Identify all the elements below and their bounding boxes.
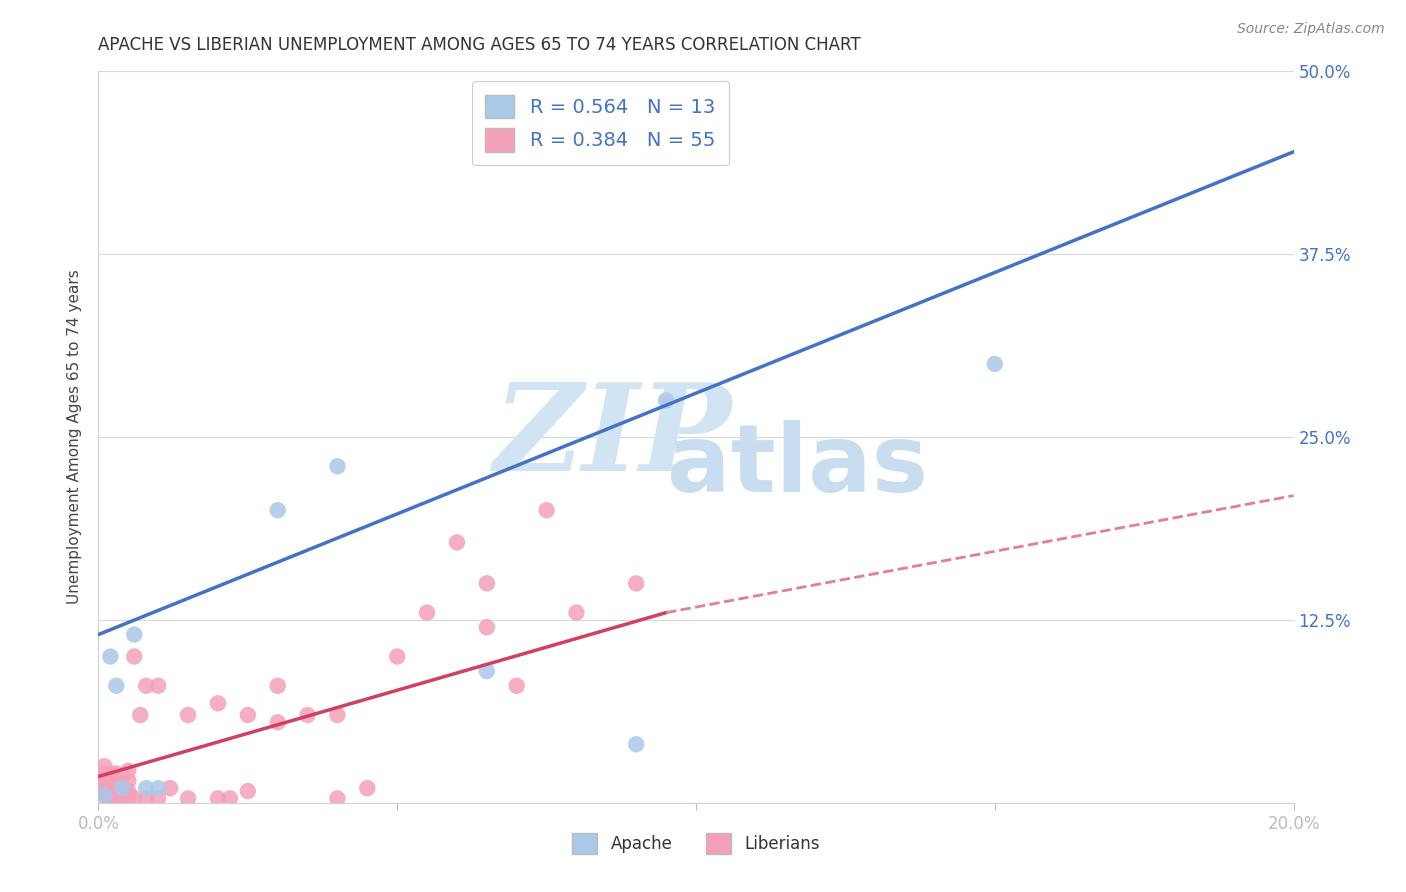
Point [117,784,139,798]
Legend: Apache, Liberians: Apache, Liberians [565,827,827,860]
Point [326,791,349,805]
Point [135,781,157,796]
Point [93,789,115,803]
Point [475,620,498,634]
Point [117,789,139,803]
Point [626,576,648,591]
Y-axis label: Unemployment Among Ages 65 to 74 years: Unemployment Among Ages 65 to 74 years [66,269,82,605]
Text: APACHE VS LIBERIAN UNEMPLOYMENT AMONG AGES 65 TO 74 YEARS CORRELATION CHART: APACHE VS LIBERIAN UNEMPLOYMENT AMONG AG… [98,36,860,54]
Point [98,781,122,796]
Point [236,784,259,798]
Point [536,503,558,517]
Point [177,791,200,805]
Point [385,649,409,664]
Point [207,696,229,710]
Point [98,791,122,805]
Point [98,787,122,801]
Point [93,789,115,803]
Point [148,791,170,805]
Point [267,679,290,693]
Point [98,649,122,664]
Point [93,773,115,788]
Point [207,791,229,805]
Point [93,766,115,780]
Point [105,793,128,807]
Point [124,791,146,805]
Point [111,791,134,805]
Point [117,793,139,807]
Point [159,781,181,796]
Point [655,393,678,408]
Text: Source: ZipAtlas.com: Source: ZipAtlas.com [1237,22,1385,37]
Point [475,576,498,591]
Point [565,606,588,620]
Point [117,773,139,788]
Point [93,759,115,773]
Point [148,781,170,796]
Point [124,649,146,664]
Point [93,786,115,800]
Point [135,679,157,693]
Point [93,781,115,796]
Point [326,459,349,474]
Point [626,737,648,751]
Point [297,708,319,723]
Point [326,708,349,723]
Point [267,503,290,517]
Point [236,708,259,723]
Point [111,781,134,796]
Point [117,764,139,778]
Point [475,664,498,678]
Point [267,715,290,730]
Point [105,784,128,798]
Point [98,766,122,780]
Point [105,778,128,792]
Text: ZIP: ZIP [494,378,731,496]
Point [177,708,200,723]
Point [111,769,134,783]
Point [98,773,122,788]
Point [506,679,529,693]
Point [984,357,1007,371]
Point [446,535,468,549]
Point [148,679,170,693]
Point [416,606,439,620]
Point [111,781,134,796]
Point [111,787,134,801]
Point [105,766,128,780]
Text: atlas: atlas [666,420,928,512]
Point [129,708,152,723]
Point [124,627,146,641]
Point [219,791,242,805]
Point [105,789,128,803]
Point [356,781,378,796]
Point [135,791,157,805]
Point [105,679,128,693]
